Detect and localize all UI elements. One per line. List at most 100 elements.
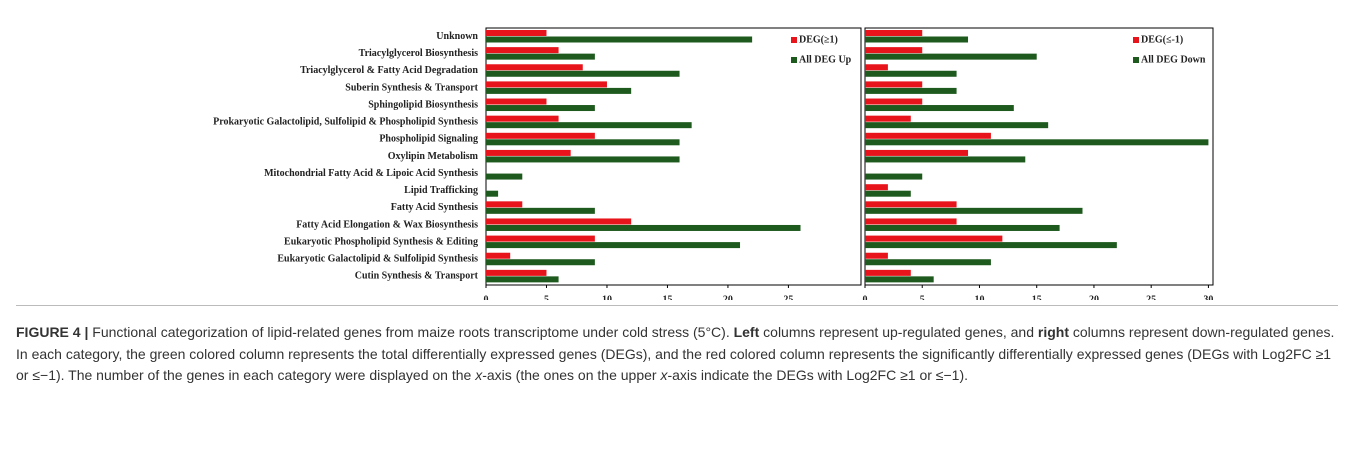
bar xyxy=(865,235,1003,242)
y-tick-label: Mitochondrial Fatty Acid & Lipoic Acid S… xyxy=(264,168,478,179)
bar xyxy=(865,132,991,139)
x-tick-label: 30 xyxy=(1203,294,1213,300)
x-tick-label: 25 xyxy=(1146,294,1156,300)
x-tick-label: 0 xyxy=(484,294,489,300)
caption-text: -axis (the ones on the upper xyxy=(482,367,661,383)
bar xyxy=(486,218,632,225)
bar xyxy=(865,98,923,105)
y-tick-label: Triacylglycerol & Fatty Acid Degradation xyxy=(300,65,478,76)
bar xyxy=(486,122,692,129)
y-tick-label: Eukaryotic Galactolipid & Sulfolipid Syn… xyxy=(277,254,478,265)
bar xyxy=(486,201,523,208)
caption-text: FIGURE 4 | xyxy=(16,324,89,340)
bar xyxy=(865,81,923,88)
x-tick-label: 0 xyxy=(863,294,868,300)
x-tick-label: 20 xyxy=(1089,294,1099,300)
x-tick-label: 15 xyxy=(662,294,672,300)
bar xyxy=(486,149,571,156)
y-tick-label: Cutin Synthesis & Transport xyxy=(355,271,479,282)
x-tick-label: 15 xyxy=(1032,294,1042,300)
bar xyxy=(486,70,680,77)
bar xyxy=(865,53,1037,60)
bar xyxy=(486,156,680,163)
bar xyxy=(486,87,632,94)
x-tick-label: 5 xyxy=(920,294,925,300)
y-tick-label: Eukaryotic Phospholipid Synthesis & Edit… xyxy=(284,236,478,247)
bar xyxy=(486,190,499,197)
bar xyxy=(486,64,583,71)
y-tick-label: Lipid Trafficking xyxy=(404,185,478,196)
y-tick-label: Sphingolipid Biosynthesis xyxy=(368,99,478,110)
caption-text: Functional categorization of lipid-relat… xyxy=(88,324,734,340)
bar xyxy=(865,259,991,266)
y-tick-label: Suberin Synthesis & Transport xyxy=(345,82,478,93)
bar xyxy=(486,252,511,259)
bar xyxy=(865,64,888,71)
bar xyxy=(865,30,923,36)
caption: FIGURE 4 | Functional categorization of … xyxy=(16,322,1336,387)
bar xyxy=(486,105,595,112)
bar xyxy=(486,36,753,43)
bar xyxy=(865,47,923,54)
bar xyxy=(865,115,911,122)
bar xyxy=(486,269,547,276)
bar xyxy=(865,190,911,197)
legend-swatch xyxy=(1133,57,1139,63)
y-tick-label: Fatty Acid Synthesis xyxy=(391,202,478,213)
bar xyxy=(865,122,1049,129)
x-tick-label: 5 xyxy=(544,294,549,300)
bar xyxy=(486,115,559,122)
bar xyxy=(865,207,1083,214)
caption-text: x xyxy=(660,367,668,383)
legend-swatch xyxy=(791,37,797,43)
caption-text: -axis indicate the DEGs with Log2FC ≥1 o… xyxy=(667,367,969,383)
bar xyxy=(486,235,595,242)
legend-label: All DEG Up xyxy=(799,54,852,65)
x-tick-label: 20 xyxy=(723,294,733,300)
caption-text: right xyxy=(1037,324,1069,340)
figure: 0 5 10 15 20 25 DEG(≥1) All DEG Up Unknown Triacy… xyxy=(213,27,1214,300)
bar xyxy=(486,242,741,249)
bar xyxy=(486,30,547,36)
caption-text: columns represent down-regulated genes. … xyxy=(16,324,1335,383)
y-tick-label: Phospholipid Signaling xyxy=(379,134,478,145)
bar xyxy=(865,87,957,94)
bar xyxy=(865,173,923,180)
bar xyxy=(865,105,1014,112)
x-tick-label: 25 xyxy=(783,294,793,300)
legend-swatch xyxy=(1133,37,1139,43)
bar xyxy=(865,276,934,283)
bar xyxy=(486,173,523,180)
bar xyxy=(865,242,1117,249)
bar xyxy=(865,224,1060,231)
bar xyxy=(486,53,595,60)
separator xyxy=(16,305,1338,306)
bar xyxy=(865,70,957,77)
bar xyxy=(486,224,801,231)
x-tick-label: 10 xyxy=(974,294,984,300)
bar xyxy=(486,139,680,146)
bar xyxy=(865,252,888,259)
legend-label: DEG(≥1) xyxy=(799,34,838,45)
bar xyxy=(865,201,957,208)
bar xyxy=(865,184,888,191)
bar xyxy=(486,207,595,214)
bar xyxy=(486,132,595,139)
bar xyxy=(865,149,969,156)
x-tick-label: 10 xyxy=(602,294,612,300)
y-tick-label: Fatty Acid Elongation & Wax Biosynthesis xyxy=(296,219,478,230)
caption-text: x xyxy=(475,367,483,383)
bar xyxy=(865,218,957,225)
y-tick-label: Prokaryotic Galactolipid, Sulfolipid & P… xyxy=(213,117,478,128)
y-tick-label: Oxylipin Metabolism xyxy=(388,151,479,162)
caption-text: columns represent up-regulated genes, an… xyxy=(759,324,1038,340)
y-tick-label: Unknown xyxy=(436,31,478,42)
bar xyxy=(486,81,607,88)
caption-text: Left xyxy=(733,324,760,340)
bar xyxy=(865,269,911,276)
bar xyxy=(486,47,559,54)
bar xyxy=(486,276,559,283)
legend-label: DEG(≤-1) xyxy=(1141,34,1183,45)
bar xyxy=(865,156,1026,163)
